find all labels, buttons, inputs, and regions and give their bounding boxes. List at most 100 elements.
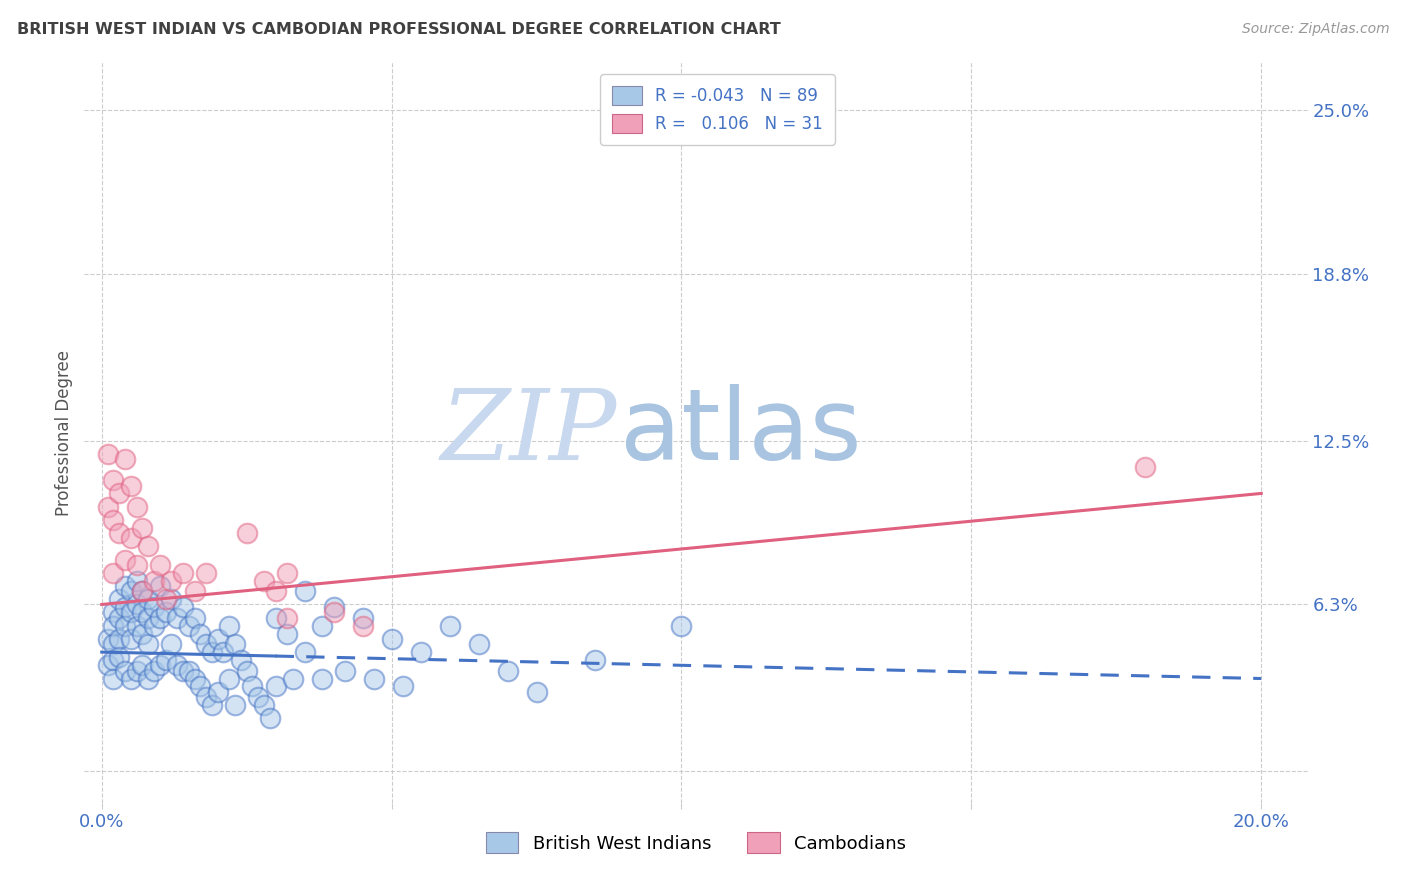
Point: [120, 632, 142, 646]
Point: [352, 618, 374, 632]
Point: [264, 680, 287, 694]
Point: [1135, 460, 1157, 475]
Point: [103, 672, 125, 686]
Point: [195, 566, 218, 580]
Point: [281, 672, 304, 686]
Point: [114, 579, 136, 593]
Point: [183, 584, 205, 599]
Point: [671, 618, 693, 632]
Point: [120, 672, 142, 686]
Point: [218, 672, 240, 686]
Point: [103, 566, 125, 580]
Point: [409, 645, 432, 659]
Point: [160, 592, 183, 607]
Text: atlas: atlas: [620, 384, 862, 481]
Point: [155, 653, 177, 667]
Point: [125, 618, 148, 632]
Point: [188, 626, 211, 640]
Point: [195, 690, 218, 704]
Point: [224, 698, 246, 712]
Point: [108, 610, 131, 624]
Point: [114, 600, 136, 615]
Point: [103, 637, 125, 651]
Y-axis label: Professional Degree: Professional Degree: [55, 350, 73, 516]
Point: [131, 584, 153, 599]
Point: [166, 610, 188, 624]
Point: [352, 610, 374, 624]
Point: [96, 500, 118, 514]
Point: [142, 664, 165, 678]
Point: [381, 632, 404, 646]
Point: [294, 584, 316, 599]
Point: [120, 606, 142, 620]
Point: [108, 526, 131, 541]
Point: [276, 626, 298, 640]
Point: [172, 600, 194, 615]
Point: [166, 658, 188, 673]
Point: [136, 610, 159, 624]
Point: [120, 478, 142, 492]
Point: [172, 664, 194, 678]
Point: [322, 600, 344, 615]
Point: [201, 645, 224, 659]
Point: [114, 452, 136, 467]
Point: [311, 618, 333, 632]
Point: [439, 618, 461, 632]
Point: [229, 653, 252, 667]
Point: [322, 606, 344, 620]
Point: [103, 653, 125, 667]
Point: [224, 637, 246, 651]
Point: [120, 532, 142, 546]
Point: [207, 632, 229, 646]
Point: [264, 584, 287, 599]
Point: [496, 664, 519, 678]
Point: [131, 521, 153, 535]
Point: [108, 486, 131, 500]
Legend: British West Indians, Cambodians: British West Indians, Cambodians: [478, 825, 914, 861]
Point: [131, 658, 153, 673]
Point: [125, 558, 148, 572]
Point: [108, 650, 131, 665]
Point: [235, 526, 257, 541]
Point: [96, 447, 118, 461]
Point: [392, 680, 415, 694]
Point: [526, 685, 548, 699]
Point: [160, 637, 183, 651]
Point: [335, 664, 357, 678]
Text: ZIP: ZIP: [440, 385, 616, 480]
Point: [183, 672, 205, 686]
Point: [96, 632, 118, 646]
Point: [136, 539, 159, 553]
Point: [108, 592, 131, 607]
Point: [183, 610, 205, 624]
Point: [103, 473, 125, 487]
Point: [253, 698, 276, 712]
Point: [294, 645, 316, 659]
Point: [142, 618, 165, 632]
Point: [114, 552, 136, 566]
Point: [149, 558, 172, 572]
Point: [103, 618, 125, 632]
Point: [120, 584, 142, 599]
Point: [114, 664, 136, 678]
Point: [311, 672, 333, 686]
Point: [363, 672, 385, 686]
Point: [142, 574, 165, 588]
Point: [259, 711, 281, 725]
Point: [467, 637, 489, 651]
Point: [583, 653, 606, 667]
Point: [264, 610, 287, 624]
Point: [155, 606, 177, 620]
Point: [195, 637, 218, 651]
Point: [103, 513, 125, 527]
Point: [207, 685, 229, 699]
Point: [125, 598, 148, 612]
Point: [96, 658, 118, 673]
Point: [177, 664, 200, 678]
Point: [125, 664, 148, 678]
Point: [136, 637, 159, 651]
Point: [131, 584, 153, 599]
Point: [136, 672, 159, 686]
Point: [125, 574, 148, 588]
Point: [212, 645, 235, 659]
